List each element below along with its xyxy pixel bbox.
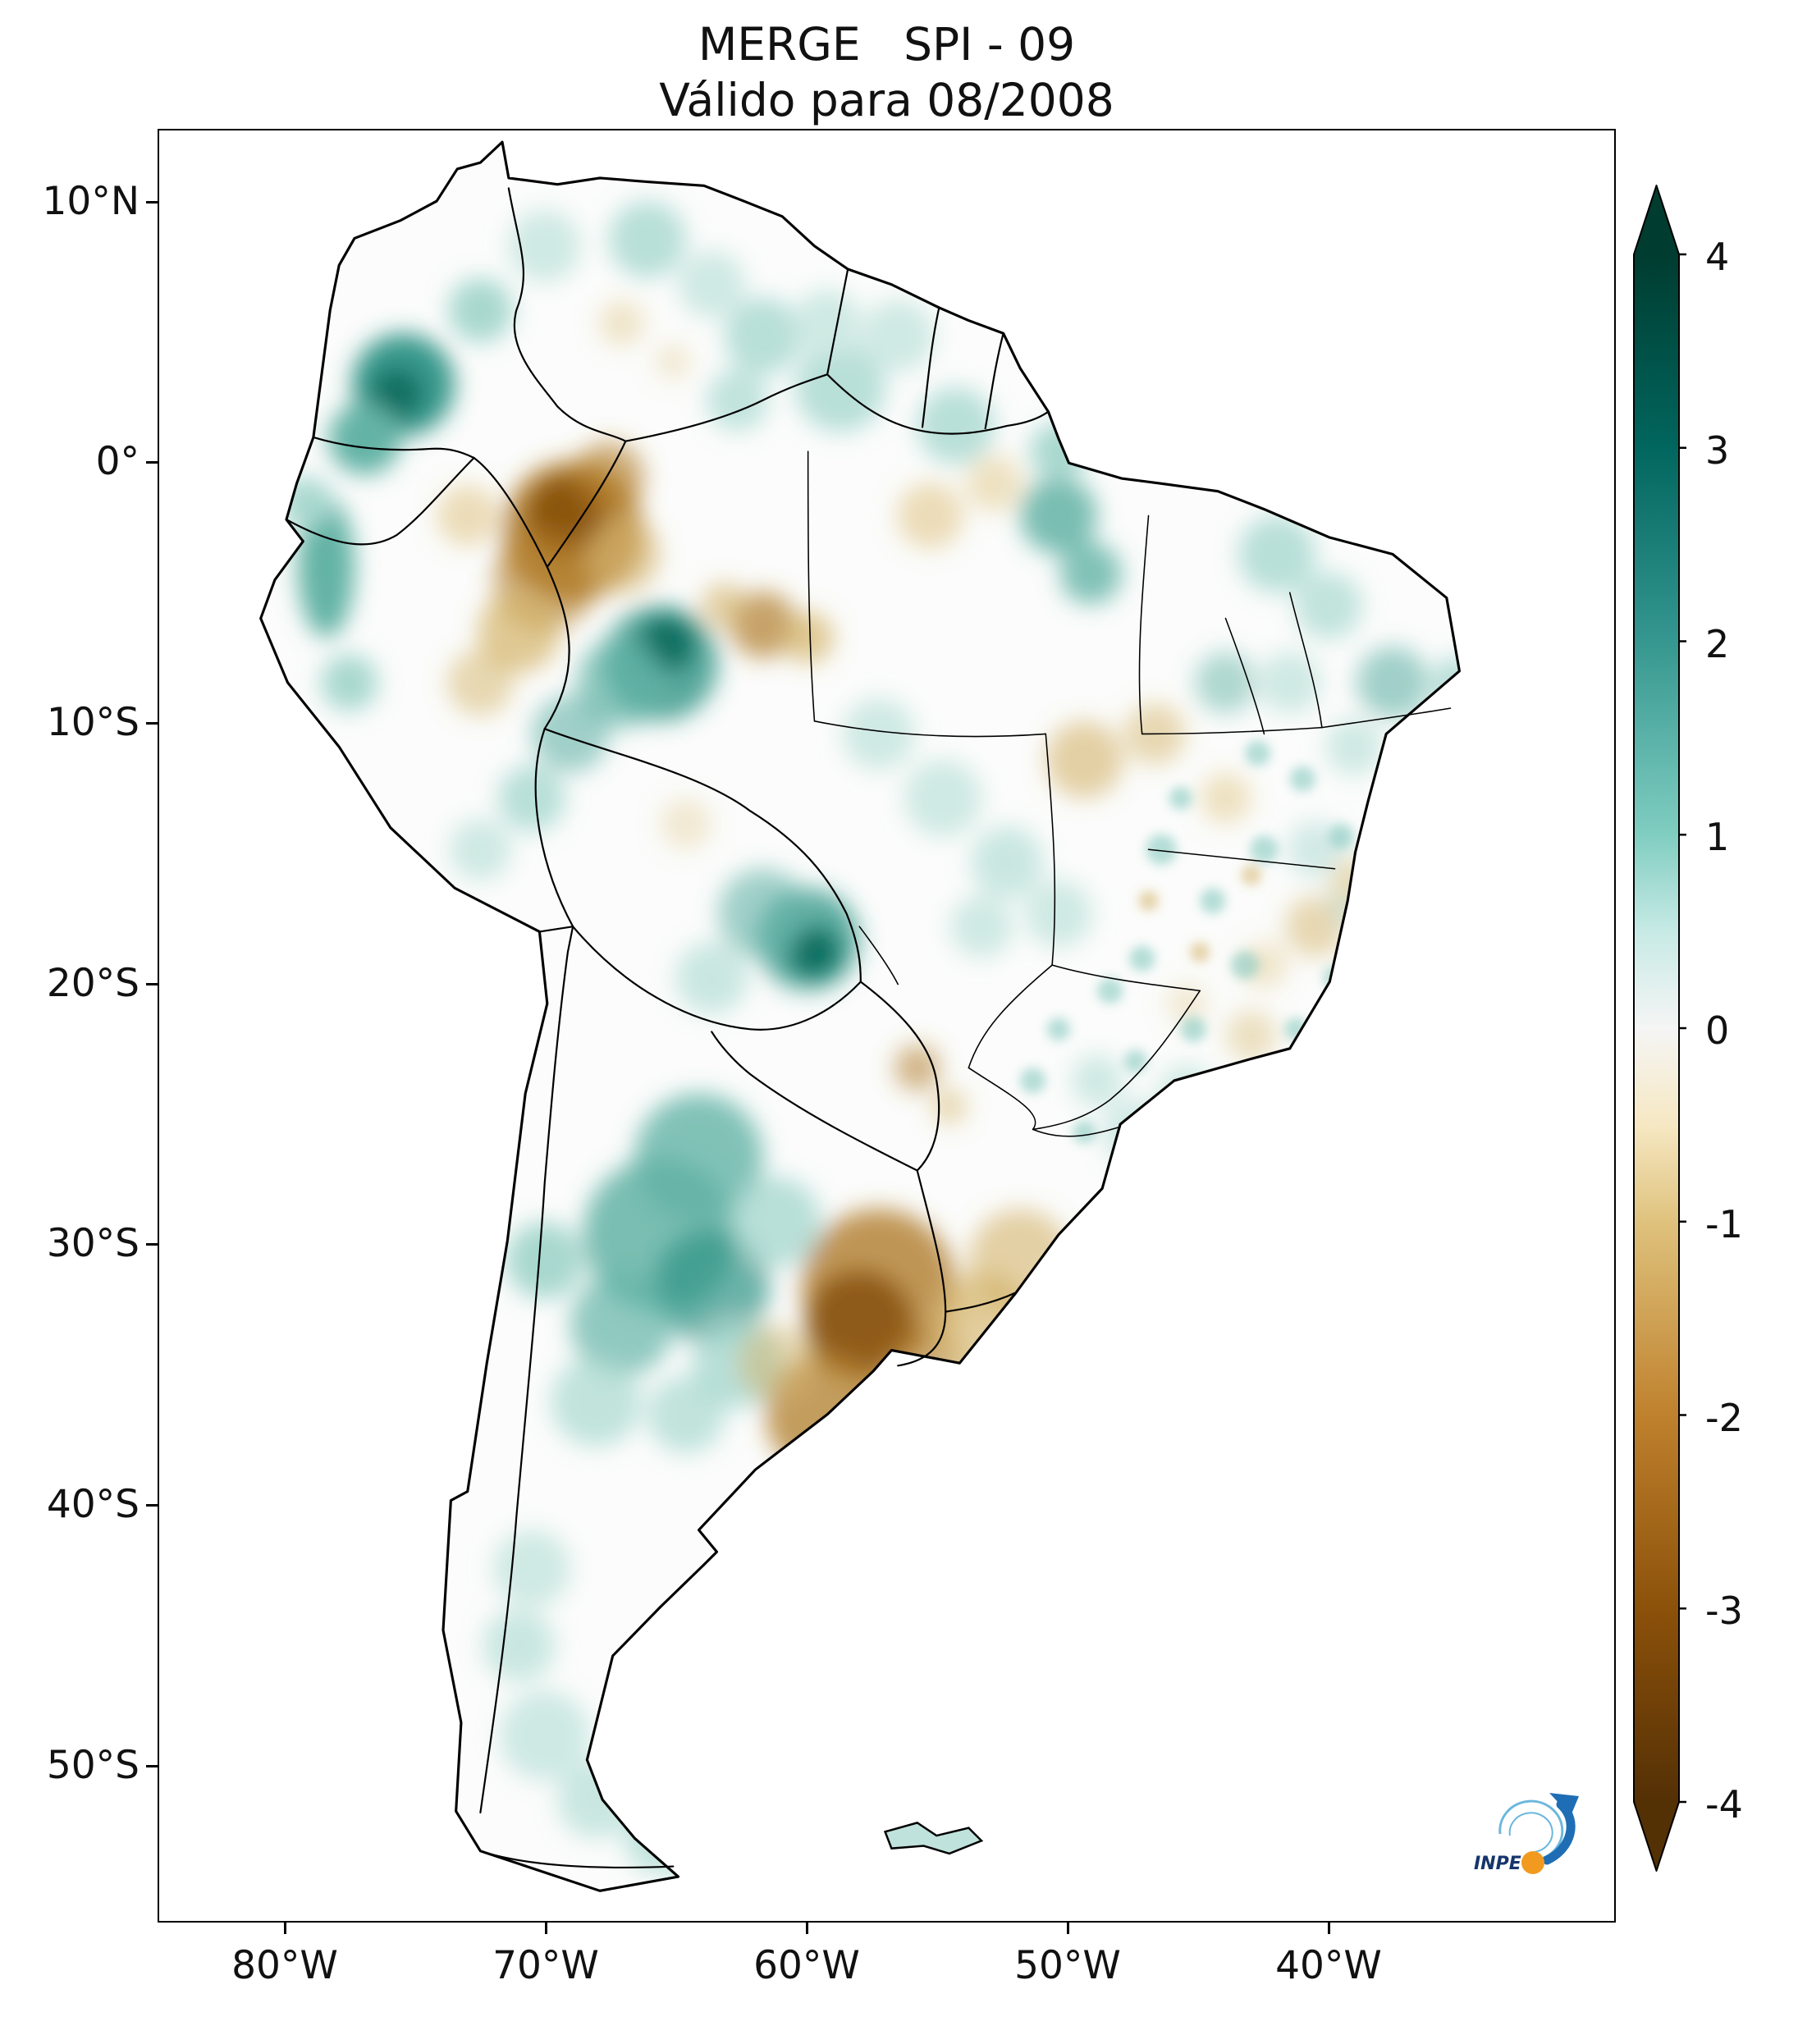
- cb-tick-4: 4: [1705, 235, 1730, 279]
- lat-tickmark: [146, 201, 158, 203]
- lon-tick-60w: 60°W: [753, 1943, 860, 1988]
- lat-tick-10n: 10°N: [42, 179, 140, 224]
- logo-text: INPE: [1474, 1854, 1521, 1874]
- lon-tick-80w: 80°W: [231, 1943, 338, 1988]
- cb-tick-m4: -4: [1705, 1782, 1743, 1827]
- lat-tickmark: [146, 983, 158, 985]
- lon-tickmark: [284, 1923, 286, 1934]
- lat-tick-40s: 40°S: [46, 1482, 140, 1527]
- logo-arrowhead-icon: [1549, 1793, 1579, 1816]
- inpe-logo: INPE: [1474, 1793, 1579, 1874]
- country-borders: [285, 187, 1050, 1869]
- spi-raster-field: [260, 142, 1460, 1891]
- logo-arrow-icon: [1542, 1799, 1576, 1865]
- island-outline: [883, 1822, 984, 1855]
- colorbar: [1633, 185, 1686, 1872]
- lat-tickmark: [146, 1504, 158, 1507]
- coastline-outline: [259, 140, 1461, 1892]
- lon-tickmark: [1328, 1923, 1330, 1934]
- lat-tick-30s: 30°S: [46, 1221, 140, 1266]
- lat-tick-0: 0°: [95, 439, 140, 484]
- figure-title: MERGE SPI - 09: [698, 18, 1076, 71]
- lat-tickmark: [146, 1765, 158, 1767]
- cb-tick-2: 2: [1705, 622, 1730, 666]
- logo-swirl-inner-icon: [1508, 1812, 1553, 1853]
- colorbar-tickmarks: [1679, 253, 1686, 1804]
- lat-tickmark: [146, 461, 158, 464]
- cb-tick-0: 0: [1705, 1008, 1730, 1053]
- cb-tick-m1: -1: [1705, 1202, 1743, 1246]
- lon-tick-40w: 40°W: [1275, 1943, 1382, 1988]
- lon-tickmark: [545, 1923, 547, 1934]
- logo-ball-icon: [1521, 1851, 1544, 1874]
- lat-tickmark: [146, 722, 158, 725]
- lat-tickmark: [146, 1243, 158, 1246]
- map-plot-area: [158, 129, 1616, 1923]
- lon-tick-50w: 50°W: [1014, 1943, 1121, 1988]
- lat-tick-10s: 10°S: [46, 700, 140, 745]
- cb-tick-m3: -3: [1705, 1589, 1743, 1633]
- lat-tick-50s: 50°S: [46, 1743, 140, 1788]
- state-borders: [807, 450, 1452, 1137]
- south-america-spi-map: [259, 140, 1461, 1892]
- cb-tick-1: 1: [1705, 815, 1730, 859]
- colorbar-gradient: [1633, 185, 1680, 1872]
- lon-tick-70w: 70°W: [492, 1943, 599, 1988]
- lon-tickmark: [1067, 1923, 1069, 1934]
- figure-subtitle: Válido para 08/2008: [659, 74, 1114, 126]
- lon-tickmark: [806, 1923, 808, 1934]
- cb-tick-m2: -2: [1705, 1396, 1743, 1440]
- lat-tick-20s: 20°S: [46, 961, 140, 1006]
- cb-tick-3: 3: [1705, 428, 1730, 473]
